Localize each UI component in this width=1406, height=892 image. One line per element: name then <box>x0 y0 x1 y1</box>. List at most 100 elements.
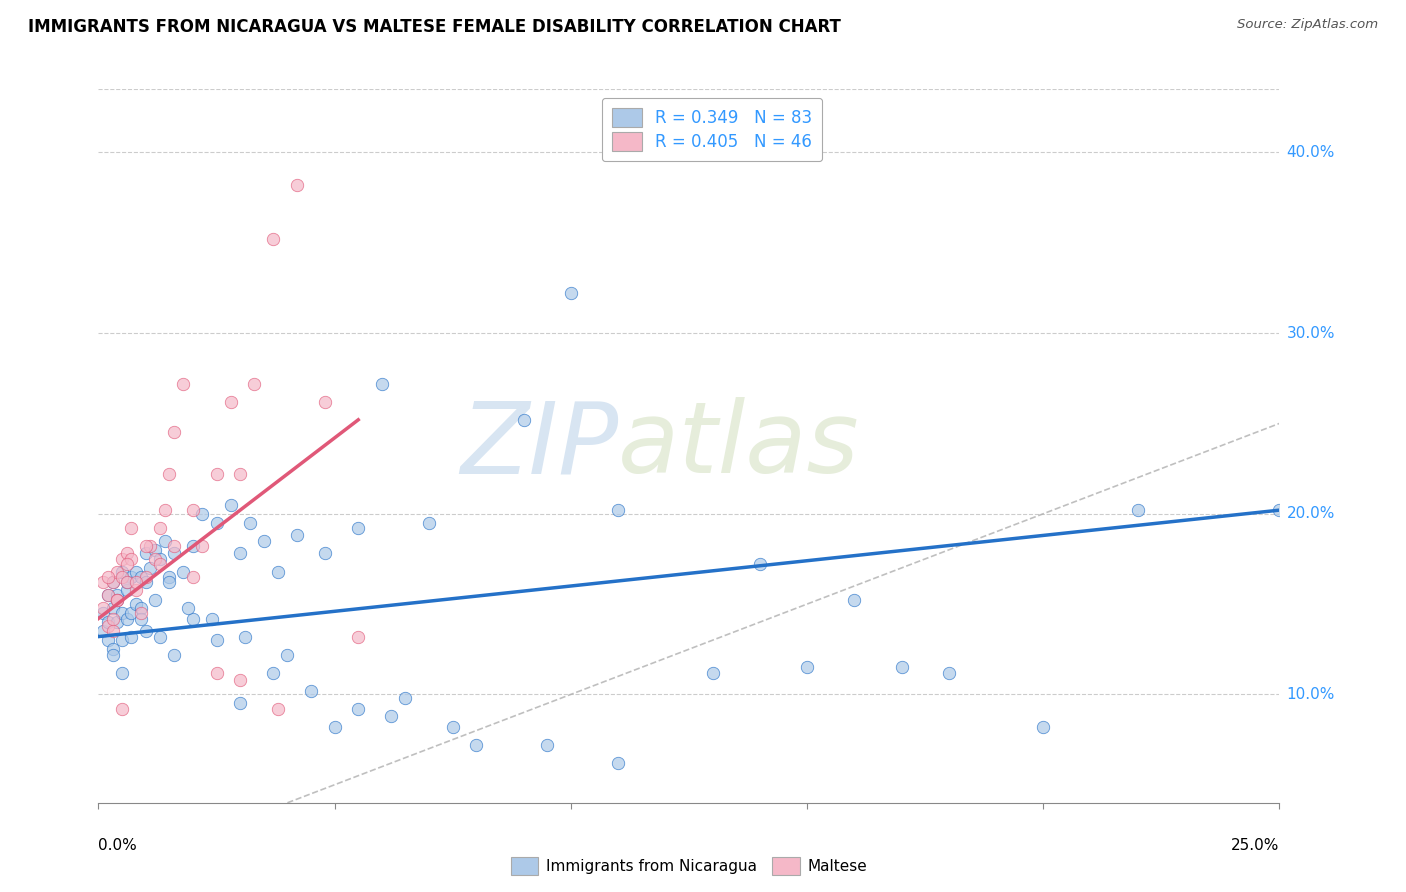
Point <box>115 575 138 590</box>
Point <box>748 558 770 572</box>
Point <box>205 665 228 680</box>
Point <box>97 619 120 633</box>
Point <box>314 394 336 409</box>
Point <box>135 547 157 561</box>
Point <box>181 611 204 625</box>
Text: atlas: atlas <box>619 398 859 494</box>
Point <box>143 593 166 607</box>
Point <box>91 575 114 590</box>
Point <box>105 593 128 607</box>
Text: ZIP: ZIP <box>460 398 619 494</box>
Point <box>1126 503 1149 517</box>
Point <box>607 756 630 770</box>
Point <box>125 597 148 611</box>
Point <box>115 611 138 625</box>
Point <box>125 582 148 597</box>
Point <box>97 615 120 629</box>
Point <box>149 552 172 566</box>
Point <box>205 467 228 481</box>
Point <box>441 720 464 734</box>
Point <box>125 565 148 579</box>
Point <box>91 600 114 615</box>
Text: 30.0%: 30.0% <box>1286 326 1334 341</box>
Point <box>101 600 124 615</box>
Point <box>115 582 138 597</box>
Point <box>157 467 180 481</box>
Point <box>105 588 128 602</box>
Point <box>844 593 866 607</box>
Point <box>163 425 186 440</box>
Point <box>285 178 308 192</box>
Text: Source: ZipAtlas.com: Source: ZipAtlas.com <box>1237 18 1378 31</box>
Point <box>101 642 124 657</box>
Point <box>105 565 128 579</box>
Text: IMMIGRANTS FROM NICARAGUA VS MALTESE FEMALE DISABILITY CORRELATION CHART: IMMIGRANTS FROM NICARAGUA VS MALTESE FEM… <box>28 18 841 36</box>
Point <box>129 611 152 625</box>
Point <box>262 665 284 680</box>
Point <box>465 738 488 752</box>
Point <box>323 720 346 734</box>
Point <box>157 575 180 590</box>
Point <box>101 611 124 625</box>
Point <box>91 606 114 620</box>
Point <box>229 547 252 561</box>
Point <box>191 507 214 521</box>
Text: 25.0%: 25.0% <box>1232 838 1279 854</box>
Point <box>267 565 290 579</box>
Text: 40.0%: 40.0% <box>1286 145 1334 160</box>
Point <box>347 630 370 644</box>
Point <box>418 516 440 530</box>
Point <box>149 558 172 572</box>
Point <box>101 648 124 662</box>
Point <box>97 588 120 602</box>
Point <box>143 552 166 566</box>
Point <box>105 593 128 607</box>
Point <box>201 611 224 625</box>
Point <box>97 570 120 584</box>
Point <box>149 630 172 644</box>
Point <box>111 565 134 579</box>
Point <box>163 547 186 561</box>
Point <box>560 286 582 301</box>
Point <box>129 606 152 620</box>
Point <box>219 394 242 409</box>
Point <box>938 665 960 680</box>
Point <box>111 665 134 680</box>
Point <box>394 691 416 706</box>
Point <box>121 552 143 566</box>
Point <box>91 624 114 639</box>
Point <box>233 630 256 644</box>
Point <box>276 648 298 662</box>
Point <box>177 600 200 615</box>
Point <box>285 528 308 542</box>
Point <box>229 697 252 711</box>
Point <box>121 521 143 535</box>
Point <box>163 648 186 662</box>
Point <box>262 232 284 246</box>
Point <box>121 570 143 584</box>
Point <box>111 633 134 648</box>
Point <box>205 633 228 648</box>
Point <box>101 624 124 639</box>
Point <box>115 547 138 561</box>
Point <box>181 503 204 517</box>
Point <box>702 665 724 680</box>
Point <box>153 533 176 548</box>
Point <box>125 575 148 590</box>
Text: 20.0%: 20.0% <box>1286 507 1334 521</box>
Point <box>101 575 124 590</box>
Point <box>135 570 157 584</box>
Point <box>135 539 157 553</box>
Point <box>135 575 157 590</box>
Point <box>229 467 252 481</box>
Point <box>139 539 162 553</box>
Point <box>890 660 912 674</box>
Point <box>512 413 534 427</box>
Point <box>347 521 370 535</box>
Point <box>129 570 152 584</box>
Point <box>181 539 204 553</box>
Point <box>299 683 322 698</box>
Point <box>111 606 134 620</box>
Point <box>380 709 402 723</box>
Point <box>536 738 558 752</box>
